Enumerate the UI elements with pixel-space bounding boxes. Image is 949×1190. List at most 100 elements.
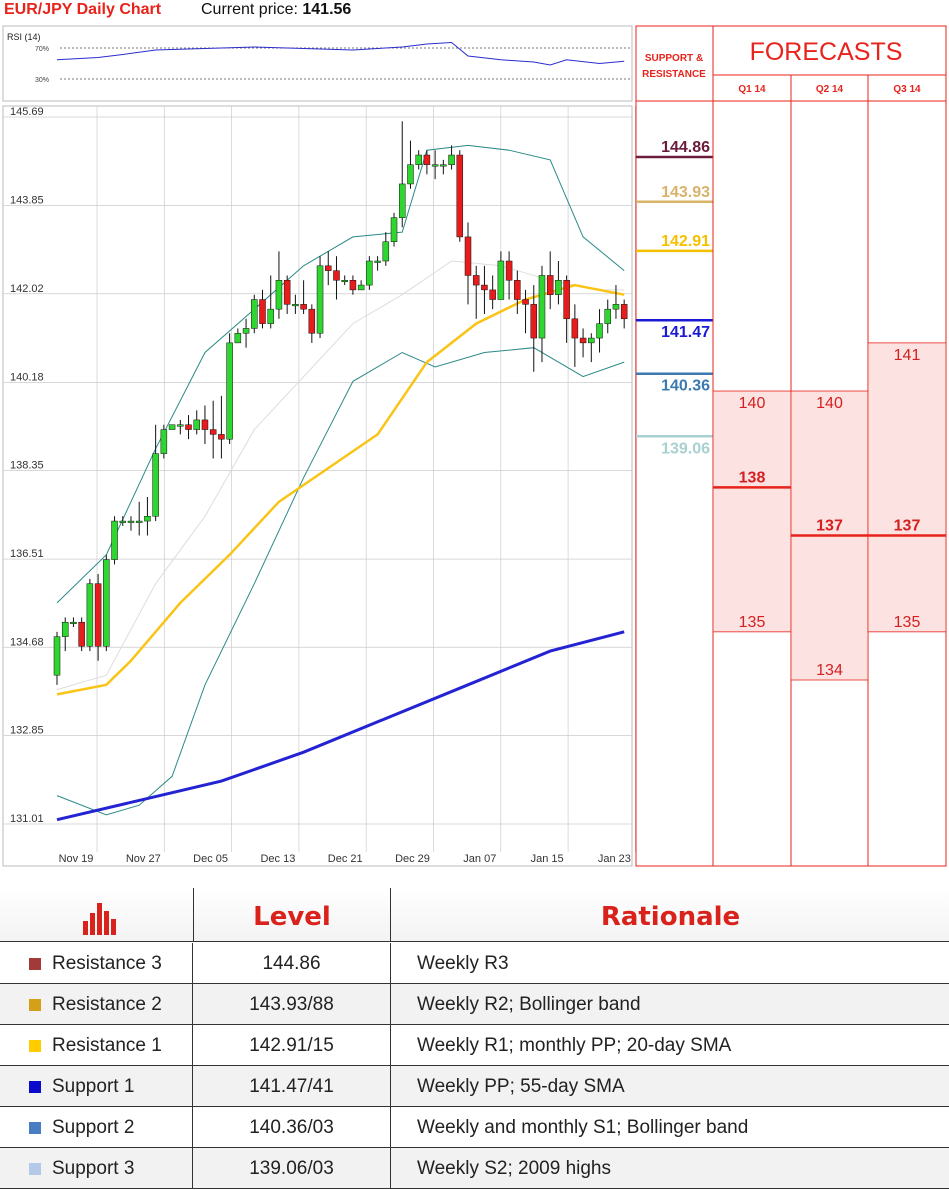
level-color-swatch xyxy=(29,958,41,970)
rsi-lower-label: 30% xyxy=(35,77,49,84)
candle xyxy=(78,617,85,652)
level-value-cell: 144.86 xyxy=(193,943,391,983)
candle-body xyxy=(325,265,332,271)
candle-body xyxy=(144,516,151,522)
candle xyxy=(308,304,316,343)
forecast-quarter-label: Q1 14 xyxy=(738,84,766,95)
candle xyxy=(135,501,143,536)
forecast-mid-label: 138 xyxy=(739,469,766,486)
candle xyxy=(514,270,521,314)
rsi-line xyxy=(56,41,625,66)
rationale-cell: Weekly R2; Bollinger band xyxy=(392,984,949,1024)
candle xyxy=(144,496,151,536)
level-name: Support 3 xyxy=(52,1158,135,1179)
bar-chart-icon xyxy=(83,903,116,935)
candle xyxy=(283,275,291,314)
candle-body xyxy=(226,342,233,440)
forecast-range-box xyxy=(867,342,947,633)
price-panel: 145.69 143.85 142.02 140.18 138.35 136.51 134.… xyxy=(2,105,636,867)
candle xyxy=(440,159,447,175)
candle-body xyxy=(563,280,570,320)
price-frame xyxy=(2,105,633,867)
forecast-column: Q3 14 141 137 135 xyxy=(867,84,947,633)
candle-body xyxy=(464,236,472,276)
rsi-upper-label: 70% xyxy=(35,46,49,53)
candle xyxy=(251,294,258,334)
rationale-text: Weekly R3 xyxy=(417,953,509,974)
forecast-columns: Q1 14 140 138 135 Q2 14 140 137 134 Q3 14 141 137 1… xyxy=(712,84,947,681)
level-name-cell: Resistance 3 xyxy=(0,943,193,983)
table-row: Support 2 140.36/03 Weekly and monthly S1;… xyxy=(0,1107,949,1148)
candle-body xyxy=(251,299,258,329)
sr-title-line2: RESISTANCE xyxy=(642,69,706,80)
candle xyxy=(374,256,381,271)
current-price: Current price: 141.56 xyxy=(201,1,351,19)
rationale-text: Weekly S2; 2009 highs xyxy=(417,1158,611,1179)
candle-body xyxy=(242,328,250,334)
candle xyxy=(571,304,579,367)
candle-body xyxy=(588,337,595,344)
candle xyxy=(103,554,110,652)
candle-body xyxy=(300,304,307,310)
candle-body xyxy=(349,280,357,291)
rationale-cell: Weekly R3 xyxy=(392,943,949,983)
candle xyxy=(588,333,595,363)
level-name: Resistance 3 xyxy=(52,953,162,974)
sr-levels: 144.86 143.93 142.91 141.47 140.36 139.06 xyxy=(636,139,713,457)
candle-body xyxy=(341,280,348,283)
candle xyxy=(579,328,587,358)
candle xyxy=(242,318,250,348)
level-value: 142.91/15 xyxy=(249,1035,334,1056)
x-tick-label: Jan 15 xyxy=(531,853,564,865)
forecast-column: Q1 14 140 138 135 xyxy=(712,84,792,633)
candles xyxy=(53,121,628,685)
candle-body xyxy=(366,260,373,286)
level-name: Resistance 1 xyxy=(52,1035,162,1056)
forecast-column: Q2 14 140 137 134 xyxy=(790,84,869,681)
candle xyxy=(86,578,94,652)
rationale-text: Weekly R2; Bollinger band xyxy=(417,994,641,1015)
candle xyxy=(341,275,348,286)
forecast-high-label: 140 xyxy=(816,395,843,412)
sr-level-label: 143.93 xyxy=(661,184,710,201)
candle-body xyxy=(423,154,431,165)
candle-body xyxy=(390,217,398,242)
candle-body xyxy=(407,164,414,185)
candle-body xyxy=(185,424,192,430)
candle-body xyxy=(111,520,118,560)
candle-body xyxy=(152,453,159,517)
candle xyxy=(620,299,628,329)
forecast-high-label: 141 xyxy=(894,347,921,364)
x-tick-label: Nov 19 xyxy=(59,853,94,865)
rationale-column-header: Rationale xyxy=(392,888,949,941)
candle-body xyxy=(53,636,61,676)
candle-body xyxy=(431,164,439,167)
forecast-range-box xyxy=(712,390,792,633)
candle-body xyxy=(481,284,488,291)
rationale-cell: Weekly R1; monthly PP; 20-day SMA xyxy=(392,1025,949,1065)
candle xyxy=(431,150,439,180)
candle xyxy=(382,232,390,266)
sr-level-label: 142.91 xyxy=(661,233,710,250)
candle xyxy=(292,294,299,314)
rsi-title: RSI (14) xyxy=(7,32,41,42)
candle xyxy=(185,415,192,440)
candle-body xyxy=(259,299,266,324)
candle xyxy=(357,280,365,291)
candle xyxy=(333,256,340,300)
candle-body xyxy=(440,164,447,167)
level-value-cell: 142.91/15 xyxy=(193,1025,391,1065)
level-color-swatch xyxy=(29,999,41,1011)
level-value: 141.47/41 xyxy=(249,1076,334,1097)
sma55-line xyxy=(56,630,625,822)
x-tick-label: Dec 29 xyxy=(395,853,430,865)
candle-body xyxy=(571,318,579,339)
candle xyxy=(546,251,554,310)
candle xyxy=(497,251,505,300)
candle-body xyxy=(193,419,200,430)
candle-body xyxy=(604,308,611,324)
candle-body xyxy=(160,429,168,454)
candle xyxy=(127,516,135,531)
candle xyxy=(275,251,283,319)
candle xyxy=(177,419,184,435)
